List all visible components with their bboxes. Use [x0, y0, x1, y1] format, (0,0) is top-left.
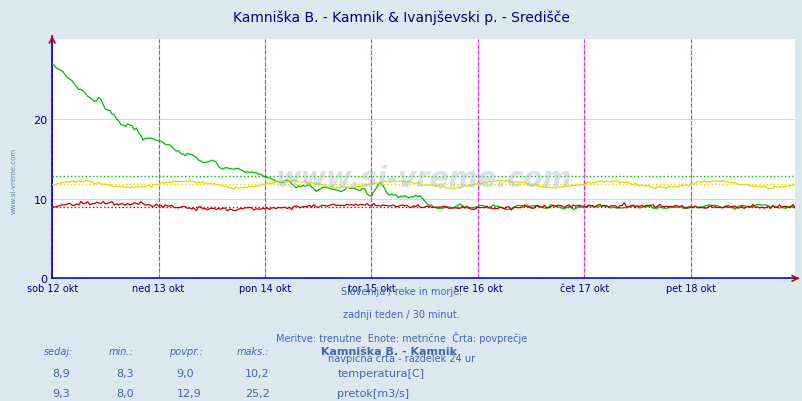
Text: zadnji teden / 30 minut.: zadnji teden / 30 minut. [342, 309, 460, 319]
Text: sedaj:: sedaj: [44, 346, 74, 356]
Text: 10,2: 10,2 [245, 368, 269, 378]
Text: 8,0: 8,0 [116, 388, 134, 398]
Text: 9,3: 9,3 [52, 388, 70, 398]
Text: Slovenija / reke in morje.: Slovenija / reke in morje. [341, 287, 461, 297]
Text: 8,3: 8,3 [116, 368, 134, 378]
Text: www.si-vreme.com: www.si-vreme.com [275, 164, 571, 192]
Text: 25,2: 25,2 [245, 388, 269, 398]
Text: maks.:: maks.: [237, 346, 269, 356]
Text: pretok[m3/s]: pretok[m3/s] [337, 388, 409, 398]
Text: temperatura[C]: temperatura[C] [337, 368, 423, 378]
Text: Kamniška B. - Kamnik & Ivanjševski p. - Središče: Kamniška B. - Kamnik & Ivanjševski p. - … [233, 10, 569, 24]
Text: 9,0: 9,0 [176, 368, 194, 378]
Text: 8,9: 8,9 [52, 368, 70, 378]
Text: Meritve: trenutne  Enote: metrične  Črta: povprečje: Meritve: trenutne Enote: metrične Črta: … [276, 331, 526, 343]
Text: 12,9: 12,9 [176, 388, 201, 398]
Text: navpična črta - razdelek 24 ur: navpična črta - razdelek 24 ur [327, 353, 475, 363]
Text: Kamniška B. - Kamnik: Kamniška B. - Kamnik [321, 346, 456, 356]
Text: www.si-vreme.com: www.si-vreme.com [10, 148, 16, 213]
Text: min.:: min.: [108, 346, 133, 356]
Text: povpr.:: povpr.: [168, 346, 202, 356]
